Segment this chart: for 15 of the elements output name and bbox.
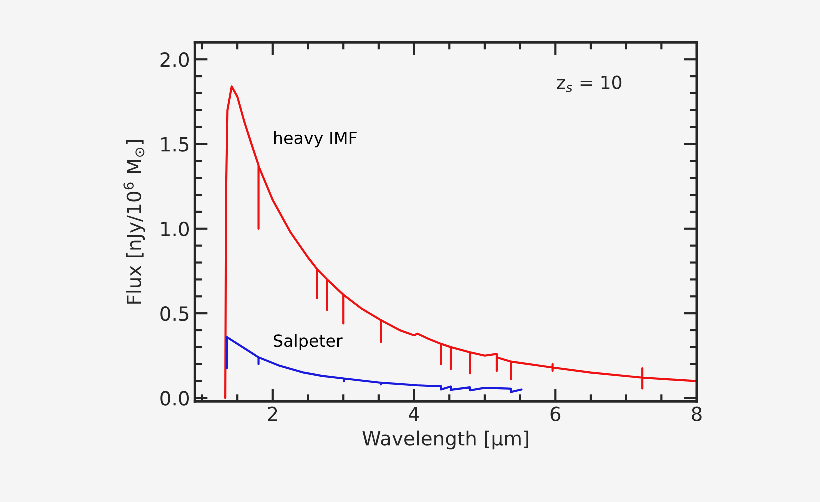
y-tick-label: 0.5	[160, 306, 189, 322]
x-tick-label: 2	[268, 406, 278, 422]
series-label: Salpeter	[274, 334, 343, 350]
y-tick-label: 0.0	[160, 391, 190, 406]
y-axis-title: Flux [nJy/10$^{6}$ M$_{⊙}$]	[124, 140, 146, 304]
x-tick-label: 6	[550, 406, 561, 422]
x-tick-label: 4	[409, 407, 420, 422]
x-axis-title: Wavelength [μm]	[362, 430, 528, 450]
x-tick-label: 8	[692, 406, 702, 422]
series-label: heavy IMF	[274, 132, 357, 148]
y-tick-label: 1.0	[162, 222, 190, 237]
line-series	[226, 336, 523, 394]
y-tick-label: 1.5	[162, 137, 189, 152]
annotation: z$_{s}$ = 10	[557, 76, 622, 92]
y-tick-label: 2.0	[160, 52, 190, 68]
